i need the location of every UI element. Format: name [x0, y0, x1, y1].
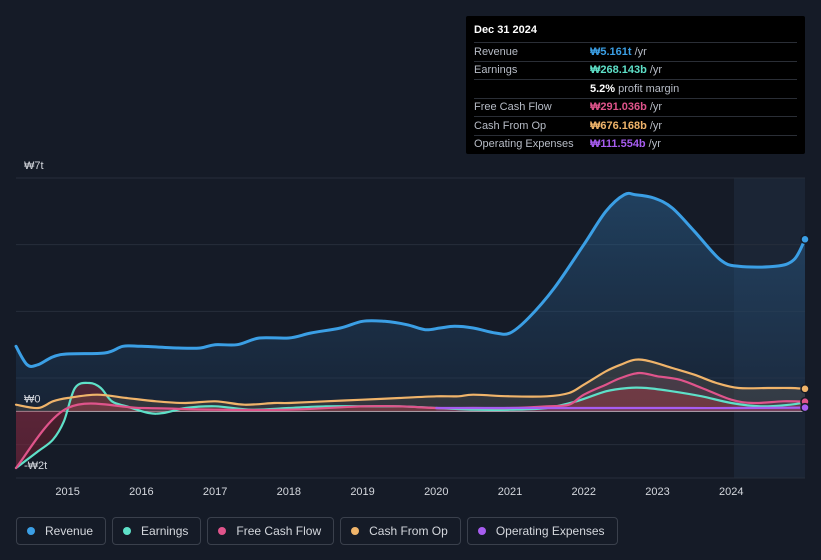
y-tick-label: ₩0 — [24, 393, 41, 405]
series-end-markers — [800, 234, 810, 413]
legend-label: Cash From Op — [369, 524, 448, 538]
free-cash-flow-line — [14, 371, 807, 470]
x-tick-label: 2015 — [55, 486, 79, 498]
y-axis: ₩7t ₩0 -₩2t — [24, 160, 47, 472]
x-tick-label: 2022 — [572, 486, 596, 498]
tooltip-row: Free Cash Flow ₩291.036b/yr — [474, 97, 797, 117]
chart: ₩7t₩0-₩2t 2015 2016 2017 2018 2019 2020 2021 20… — [14, 160, 810, 498]
tooltip-row: Operating Expenses ₩111.554b/yr — [474, 134, 797, 154]
legend-dot-icon — [218, 527, 227, 535]
free-cash-flow-area — [16, 372, 805, 468]
tooltip-row-unit: /yr — [649, 64, 663, 77]
tooltip-row: 5.2% profit margin — [474, 79, 797, 98]
revenue-area — [16, 193, 805, 412]
tooltip-row-value: ₩291.036b — [590, 101, 647, 114]
legend-item-cash-from-op[interactable]: Cash From Op — [340, 517, 461, 545]
cash-from-op-line — [14, 358, 807, 410]
legend-label: Free Cash Flow — [236, 524, 322, 538]
tooltip-date: Dec 31 2024 — [474, 24, 537, 36]
tooltip-row-label: Revenue — [474, 45, 519, 58]
revenue-line — [14, 191, 807, 368]
legend-item-earnings[interactable]: Earnings — [112, 517, 202, 545]
cash-from-op-area — [16, 359, 805, 412]
x-tick-label: 2018 — [277, 486, 301, 498]
legend-item-operating-expenses[interactable]: Operating Expenses — [466, 517, 618, 545]
legend-label: Operating Expenses — [495, 524, 605, 538]
tooltip-rows: Revenue ₩5.161t/yr Earnings ₩268.143b/yr 5.2… — [474, 42, 797, 153]
tooltip-row: Revenue ₩5.161t/yr — [474, 42, 797, 61]
tooltip-row-label: Earnings — [474, 64, 518, 77]
tooltip-row-value: ₩111.554b — [590, 138, 646, 151]
tooltip-row-label: Cash From Op — [474, 119, 547, 132]
legend-dot-icon — [477, 527, 486, 535]
tooltip-row-unit: /yr — [648, 138, 661, 151]
earnings-area — [16, 382, 805, 468]
revenue-end-point — [800, 234, 810, 245]
x-tick-label: 2024 — [719, 486, 743, 498]
x-tick-label: 2017 — [203, 486, 227, 498]
y-tick-label: -₩2t — [24, 460, 47, 472]
cash-from-op-end-point — [800, 384, 810, 394]
series-areas — [16, 193, 805, 468]
legend: Revenue Earnings Free Cash Flow Cash From O… — [16, 517, 618, 545]
legend-dot-icon — [351, 527, 360, 535]
legend-item-free-cash-flow[interactable]: Free Cash Flow — [207, 517, 335, 545]
tooltip-row-unit: /yr — [649, 101, 663, 114]
legend-label: Revenue — [45, 524, 94, 538]
operating-expenses-end-point — [800, 402, 810, 413]
tooltip-row: Cash From Op ₩676.168b/yr — [474, 116, 797, 135]
x-tick-label: 2020 — [424, 486, 448, 498]
tooltip-row-label: Free Cash Flow — [474, 101, 552, 114]
x-axis: 2015 2016 2017 2018 2019 2020 2021 2022 2023 2024 — [55, 486, 743, 498]
x-tick-label: 2019 — [350, 486, 374, 498]
tooltip: Dec 31 2024 Revenue ₩5.161t/yr Earnings ₩26… — [466, 16, 805, 154]
x-tick-label: 2021 — [498, 486, 522, 498]
y-tick-label: ₩7t — [24, 160, 44, 172]
x-tick-label: 2023 — [645, 486, 669, 498]
tooltip-row-label: Operating Expenses — [474, 138, 574, 151]
tooltip-row-unit: /yr — [649, 119, 663, 132]
legend-item-revenue[interactable]: Revenue — [16, 517, 107, 545]
tooltip-row-value: ₩268.143b — [590, 64, 647, 77]
legend-dot-icon — [27, 527, 35, 535]
legend-dot-icon — [123, 527, 132, 535]
x-tick-label: 2016 — [129, 486, 153, 498]
series-lines — [14, 191, 807, 470]
tooltip-row-value: ₩676.168b — [590, 119, 647, 132]
tooltip-row-value: ₩5.161t — [590, 45, 632, 58]
tooltip-row: Earnings ₩268.143b/yr — [474, 60, 797, 80]
legend-label: Earnings — [141, 524, 189, 538]
tooltip-row-unit: profit margin — [618, 82, 680, 95]
tooltip-row-value: 5.2% — [590, 82, 616, 95]
tooltip-row-unit: /yr — [634, 45, 647, 58]
